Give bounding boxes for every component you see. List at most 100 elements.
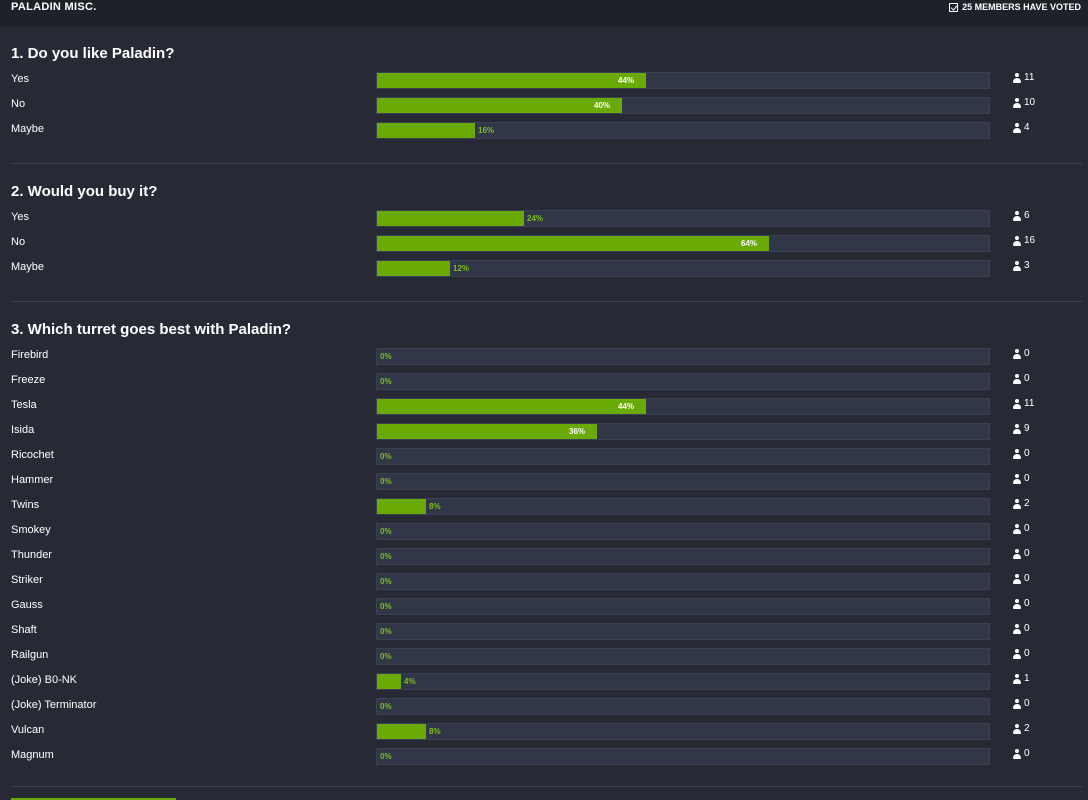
vote-count-value: 0	[1024, 373, 1030, 384]
user-icon	[1013, 373, 1021, 384]
percent-label: 4%	[404, 677, 416, 686]
result-bar-track: 8%	[376, 723, 990, 740]
result-bar-track: 44%	[376, 398, 990, 415]
poll-option-row: Smokey 0% 0	[0, 523, 1088, 540]
vote-count: 2	[1013, 498, 1030, 509]
poll-option-row: Shaft 0% 0	[0, 623, 1088, 640]
option-label: Magnum	[11, 749, 54, 761]
user-icon	[1013, 648, 1021, 659]
vote-count-value: 0	[1024, 748, 1030, 759]
percent-label: 0%	[380, 702, 392, 711]
percent-label: 0%	[380, 352, 392, 361]
user-icon	[1013, 72, 1021, 83]
poll-option-row: Striker 0% 0	[0, 573, 1088, 590]
user-icon	[1013, 723, 1021, 734]
submit-button-edge[interactable]	[11, 798, 176, 800]
option-label: Tesla	[11, 399, 37, 411]
user-icon	[1013, 122, 1021, 133]
option-label: Firebird	[11, 349, 49, 361]
poll-option-row: (Joke) Terminator 0% 0	[0, 698, 1088, 715]
vote-count: 3	[1013, 260, 1030, 271]
result-bar-fill	[377, 98, 622, 113]
user-icon	[1013, 673, 1021, 684]
result-bar-fill	[377, 724, 426, 739]
poll-option-row: Maybe 12% 3	[0, 260, 1088, 277]
poll-option-row: No 64% 16	[0, 235, 1088, 252]
option-label: Maybe	[11, 261, 45, 273]
result-bar-fill	[377, 211, 524, 226]
percent-label: 0%	[380, 752, 392, 761]
vote-count-value: 16	[1024, 235, 1036, 246]
percent-label: 8%	[429, 727, 441, 736]
option-label: Isida	[11, 424, 35, 436]
vote-count: 2	[1013, 723, 1030, 734]
question-title: 3. Which turret goes best with Paladin?	[11, 321, 292, 338]
vote-count: 1	[1013, 673, 1030, 684]
percent-label: 0%	[380, 602, 392, 611]
vote-count: 0	[1013, 473, 1030, 484]
poll-option-row: No 40% 10	[0, 97, 1088, 114]
result-bar-track: 4%	[376, 673, 990, 690]
percent-label: 44%	[618, 402, 635, 411]
percent-label: 36%	[569, 427, 586, 436]
vote-count-value: 0	[1024, 473, 1030, 484]
result-bar-track: 0%	[376, 598, 990, 615]
user-icon	[1013, 423, 1021, 434]
option-label: Shaft	[11, 624, 37, 636]
result-bar-fill	[377, 674, 401, 689]
poll-option-row: Ricochet 0% 0	[0, 448, 1088, 465]
vote-count-value: 0	[1024, 573, 1030, 584]
poll-option-row: Railgun 0% 0	[0, 648, 1088, 665]
option-label: Vulcan	[11, 724, 45, 736]
poll-option-row: Isida 36% 9	[0, 423, 1088, 440]
result-bar-track: 0%	[376, 548, 990, 565]
vote-count: 0	[1013, 573, 1030, 584]
result-bar-track: 0%	[376, 623, 990, 640]
result-bar-fill	[377, 424, 597, 439]
vote-count: 0	[1013, 373, 1030, 384]
vote-count: 4	[1013, 122, 1030, 133]
result-bar-track: 0%	[376, 373, 990, 390]
vote-count-value: 0	[1024, 523, 1030, 534]
user-icon	[1013, 235, 1021, 246]
option-label: Freeze	[11, 374, 46, 386]
vote-count-value: 0	[1024, 598, 1030, 609]
user-icon	[1013, 598, 1021, 609]
result-bar-track: 16%	[376, 122, 990, 139]
option-label: Smokey	[11, 524, 51, 536]
percent-label: 0%	[380, 577, 392, 586]
vote-count: 0	[1013, 598, 1030, 609]
vote-count-value: 0	[1024, 548, 1030, 559]
check-square-icon	[949, 2, 959, 12]
result-bar-fill	[377, 73, 646, 88]
option-label: No	[11, 98, 26, 110]
poll-option-row: Gauss 0% 0	[0, 598, 1088, 615]
user-icon	[1013, 398, 1021, 409]
vote-count-value: 11	[1024, 398, 1035, 409]
result-bar-track: 36%	[376, 423, 990, 440]
votes-summary: 25 MEMBERS HAVE VOTED	[949, 2, 1081, 12]
section-divider	[11, 786, 1082, 787]
votes-label: 25 MEMBERS HAVE VOTED	[962, 2, 1081, 12]
result-bar-track: 12%	[376, 260, 990, 277]
user-icon	[1013, 348, 1021, 359]
poll-header: PALADIN MISC. 25 MEMBERS HAVE VOTED	[0, 0, 1088, 27]
section-divider	[11, 301, 1082, 302]
poll-option-row: Freeze 0% 0	[0, 373, 1088, 390]
vote-count-value: 2	[1024, 723, 1030, 734]
percent-label: 0%	[380, 652, 392, 661]
percent-label: 0%	[380, 527, 392, 536]
poll-option-row: (Joke) B0-NK 4% 1	[0, 673, 1088, 690]
vote-count-value: 10	[1024, 97, 1036, 108]
option-label: Yes	[11, 73, 29, 85]
poll-option-row: Hammer 0% 0	[0, 473, 1088, 490]
vote-count: 10	[1013, 97, 1035, 108]
result-bar-fill	[377, 123, 475, 138]
option-label: Striker	[11, 574, 43, 586]
question-title: 2. Would you buy it?	[11, 183, 158, 200]
vote-count-value: 0	[1024, 348, 1030, 359]
question-title: 1. Do you like Paladin?	[11, 45, 175, 62]
vote-count: 0	[1013, 698, 1030, 709]
percent-label: 40%	[594, 101, 611, 110]
vote-count: 0	[1013, 748, 1030, 759]
